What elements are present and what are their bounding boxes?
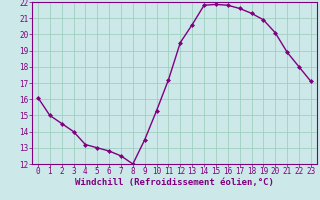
X-axis label: Windchill (Refroidissement éolien,°C): Windchill (Refroidissement éolien,°C) [75, 178, 274, 187]
